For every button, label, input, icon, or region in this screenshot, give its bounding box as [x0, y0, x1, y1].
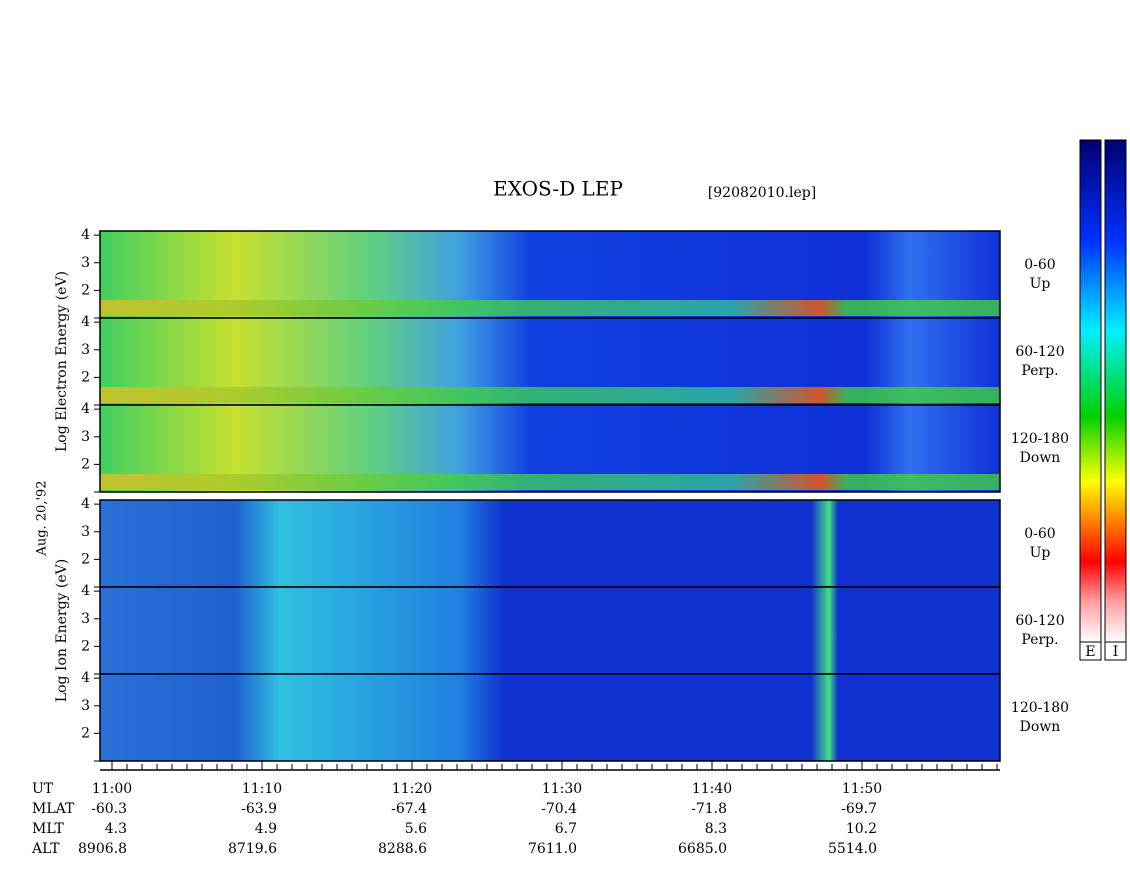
ephemeris-value: -67.4 [391, 801, 427, 817]
ephemeris-value: 4.9 [255, 821, 277, 837]
spectrogram-band [100, 474, 1000, 490]
colorbar [1104, 139, 1127, 643]
channel-label: Down [1020, 719, 1061, 735]
channel-label: 0-60 [1024, 526, 1055, 542]
ephemeris-value: 6.7 [555, 821, 577, 837]
ephemeris-value: 11:40 [692, 781, 732, 797]
ephemeris-value: 11:00 [92, 781, 132, 797]
y-tick-label: 3 [81, 698, 90, 714]
ephemeris-value: 8.3 [705, 821, 727, 837]
ephemeris-value: 11:30 [542, 781, 582, 797]
panel-frame [99, 673, 1001, 762]
y-tick-label: 4 [81, 314, 90, 330]
spectrogram [100, 587, 1000, 674]
channel-label: 60-120 [1015, 613, 1064, 629]
y-tick-label: 3 [81, 255, 90, 271]
y-tick-label: 3 [81, 342, 90, 358]
row-label: ALT [31, 841, 60, 857]
colorbar-label-box [1104, 641, 1127, 661]
row-label: MLAT [32, 801, 75, 817]
axis-label: Log Electron Energy (eV) [54, 271, 70, 452]
panel-frame [99, 404, 1001, 493]
colorbar-label: E [1085, 644, 1095, 660]
ephemeris-value: 11:10 [242, 781, 282, 797]
spectrogram-band [100, 300, 1000, 316]
spectrogram [100, 500, 1000, 587]
y-tick-label: 4 [81, 496, 90, 512]
y-tick-label: 3 [81, 524, 90, 540]
channel-label: 0-60 [1024, 257, 1055, 273]
axis-label: Log Ion Energy (eV) [54, 559, 70, 702]
colorbar [1079, 139, 1102, 643]
chart-title: EXOS-D LEP [493, 177, 623, 201]
row-label: UT [32, 781, 54, 797]
colorbar-label: I [1113, 644, 1119, 660]
ephemeris-value: 10.2 [846, 821, 877, 837]
ephemeris-value: 8288.6 [378, 841, 427, 857]
y-tick-label: 4 [81, 583, 90, 599]
y-tick-label: 2 [81, 638, 90, 654]
date-label: Aug. 20,'92 [35, 480, 50, 556]
ephemeris-value: 8906.8 [78, 841, 127, 857]
ephemeris-value: 6685.0 [678, 841, 727, 857]
ephemeris-value: 4.3 [105, 821, 127, 837]
channel-label: Up [1030, 276, 1051, 292]
ephemeris-value: 8719.6 [228, 841, 277, 857]
ephemeris-value: 5.6 [405, 821, 427, 837]
y-tick-label: 2 [81, 369, 90, 385]
channel-label: Perp. [1021, 363, 1058, 379]
y-tick-label: 4 [81, 670, 90, 686]
spectrogram [100, 674, 1000, 761]
ephemeris-value: -71.8 [691, 801, 727, 817]
y-tick-label: 2 [81, 456, 90, 472]
channel-label: Up [1030, 545, 1051, 561]
y-tick-label: 4 [81, 401, 90, 417]
ephemeris-value: 11:50 [842, 781, 882, 797]
channel-label: 120-180 [1011, 700, 1069, 716]
ephemeris-value: 7611.0 [528, 841, 577, 857]
row-label: MLT [32, 821, 64, 837]
ephemeris-value: 11:20 [392, 781, 432, 797]
ephemeris-value: -69.7 [841, 801, 877, 817]
file-label: [92082010.lep] [708, 185, 816, 201]
channel-label: 60-120 [1015, 344, 1064, 360]
y-tick-label: 3 [81, 429, 90, 445]
y-tick-label: 4 [81, 227, 90, 243]
y-tick-label: 2 [81, 725, 90, 741]
ephemeris-value: -63.9 [241, 801, 277, 817]
ephemeris-value: 5514.0 [828, 841, 877, 857]
colorbar-label-box [1079, 641, 1102, 661]
spectrogram-band [100, 387, 1000, 403]
channel-label: Down [1020, 450, 1061, 466]
y-tick-label: 3 [81, 611, 90, 627]
y-tick-label: 2 [81, 282, 90, 298]
y-tick-label: 2 [81, 551, 90, 567]
ephemeris-value: -60.3 [91, 801, 127, 817]
channel-label: Perp. [1021, 632, 1058, 648]
channel-label: 120-180 [1011, 431, 1069, 447]
ephemeris-value: -70.4 [541, 801, 577, 817]
